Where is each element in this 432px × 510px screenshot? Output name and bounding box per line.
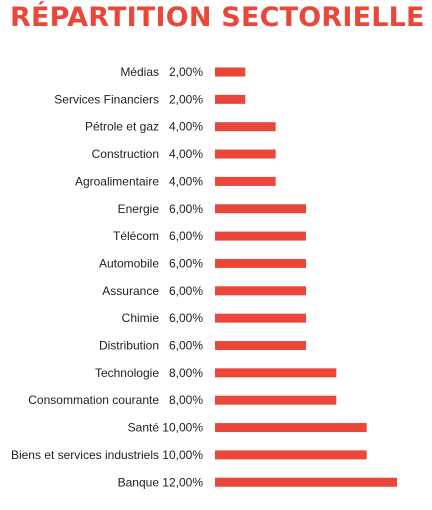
- bar: [215, 122, 276, 132]
- category-label: Technologie: [95, 366, 159, 380]
- value-label: 4,00%: [169, 147, 203, 161]
- value-label: 6,00%: [169, 256, 203, 270]
- bar: [215, 67, 246, 77]
- category-label: Santé: [128, 421, 160, 435]
- value-label: 12,00%: [162, 475, 203, 489]
- value-label: 4,00%: [169, 120, 203, 134]
- category-label: Automobile: [99, 256, 159, 270]
- bar: [215, 450, 367, 460]
- category-label: Biens et services industriels: [11, 448, 159, 462]
- category-label: Pétrole et gaz: [85, 120, 159, 134]
- bar: [215, 149, 276, 159]
- category-label: Médias: [120, 65, 159, 79]
- category-label: Services Financiers: [54, 92, 159, 106]
- bar: [215, 286, 306, 296]
- category-label: Energie: [118, 202, 160, 216]
- category-label: Distribution: [99, 339, 159, 353]
- chart-title: RÉPARTITION SECTORIELLE: [10, 2, 425, 33]
- value-label: 8,00%: [169, 366, 203, 380]
- value-label: 6,00%: [169, 284, 203, 298]
- category-label: Agroalimentaire: [75, 174, 159, 188]
- bar: [215, 341, 306, 350]
- value-label: 6,00%: [169, 202, 203, 216]
- category-label: Télécom: [113, 229, 159, 243]
- bar: [215, 477, 397, 487]
- bar: [215, 395, 337, 405]
- category-label: Consommation courante: [28, 393, 159, 407]
- category-label: Chimie: [122, 311, 160, 325]
- bar: [215, 176, 276, 186]
- category-label: Banque: [118, 475, 160, 489]
- bar: [215, 204, 306, 214]
- bar: [215, 258, 306, 268]
- value-label: 8,00%: [169, 393, 203, 407]
- value-label: 6,00%: [169, 311, 203, 325]
- bar: [215, 368, 337, 378]
- bar: [215, 423, 367, 433]
- category-label: Construction: [92, 147, 159, 161]
- value-label: 10,00%: [162, 448, 203, 462]
- value-label: 4,00%: [169, 174, 203, 188]
- value-label: 2,00%: [169, 92, 203, 106]
- bar: [215, 313, 306, 323]
- category-label: Assurance: [102, 284, 159, 298]
- bar: [215, 231, 306, 241]
- value-label: 2,00%: [169, 65, 203, 79]
- value-label: 6,00%: [169, 229, 203, 243]
- bars-layer: Médias 2,00% Services Financiers 2,00% Pétro…: [11, 65, 397, 489]
- value-label: 6,00%: [169, 339, 203, 353]
- bar: [215, 94, 246, 104]
- value-label: 10,00%: [162, 421, 203, 435]
